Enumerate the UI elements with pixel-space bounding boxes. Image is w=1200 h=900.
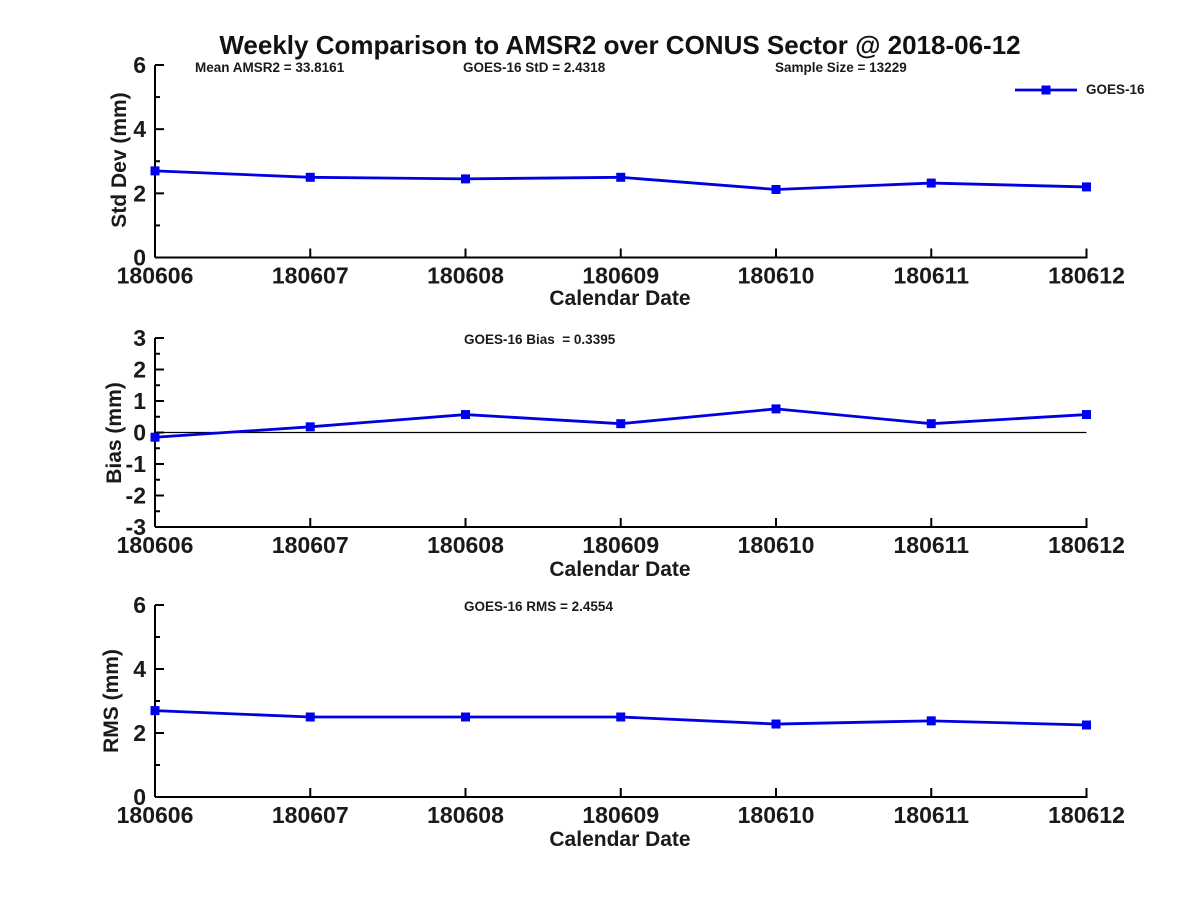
stddev-chart: 0 2 4 6 180606 180607 180608 180609 180610 180611… xyxy=(117,55,1125,289)
y-tick-label: 2 xyxy=(133,180,146,206)
legend: GOES-16 xyxy=(1013,82,1145,97)
data-point-marker xyxy=(150,432,160,442)
x-tick-label: 180607 xyxy=(272,263,349,289)
x-tick-label: 180609 xyxy=(582,263,659,289)
y-tick-label: 0 xyxy=(133,784,146,810)
stddev-x-axis-label: Calendar Date xyxy=(549,287,691,310)
rms-chart: 0 2 4 6 180606 180607 180608 180609 180610 180611… xyxy=(117,597,1125,828)
x-tick-label: 180606 xyxy=(117,532,194,558)
data-point-marker xyxy=(616,172,626,182)
rms-y-axis-label: RMS (mm) xyxy=(100,649,123,753)
chart-title: Weekly Comparison to AMSR2 over CONUS Se… xyxy=(219,30,1021,60)
stat-sample-size: Sample Size = 13229 xyxy=(775,60,907,75)
x-tick-label: 180610 xyxy=(738,532,815,558)
data-point-marker xyxy=(305,712,315,722)
rms-x-axis-label: Calendar Date xyxy=(549,828,691,851)
x-tick-label: 180609 xyxy=(582,802,659,828)
y-tick-label: 6 xyxy=(133,597,146,618)
x-tick-label: 180608 xyxy=(427,532,504,558)
y-tick-label: 1 xyxy=(133,388,146,414)
data-point-marker xyxy=(771,184,781,194)
x-tick-label: 180612 xyxy=(1048,263,1125,289)
data-point-marker xyxy=(150,166,160,176)
x-tick-label: 180611 xyxy=(894,802,970,828)
x-tick-label: 180611 xyxy=(894,263,970,289)
y-tick-label: -1 xyxy=(126,451,147,477)
stat-mean-amsr2: Mean AMSR2 = 33.8161 xyxy=(195,60,345,75)
x-tick-label: 180608 xyxy=(427,802,504,828)
data-point-marker xyxy=(771,719,781,729)
data-point-marker xyxy=(461,174,470,184)
y-tick-label: 4 xyxy=(133,656,146,682)
data-point-marker xyxy=(1082,720,1091,730)
y-tick-label: 6 xyxy=(133,55,146,78)
bias-x-axis-label: Calendar Date xyxy=(549,558,691,581)
y-tick-label: 0 xyxy=(133,245,146,271)
x-tick-label: 180609 xyxy=(582,532,659,558)
data-point-marker xyxy=(926,419,936,429)
data-point-marker xyxy=(926,716,936,726)
x-tick-label: 180610 xyxy=(738,263,815,289)
data-point-marker xyxy=(771,404,781,414)
y-tick-label: 3 xyxy=(133,330,146,351)
x-tick-label: 180606 xyxy=(117,263,194,289)
y-tick-label: -2 xyxy=(126,483,146,509)
y-tick-label: 0 xyxy=(133,420,146,446)
x-tick-label: 180612 xyxy=(1048,802,1125,828)
bias-annotation: GOES-16 Bias = 0.3395 xyxy=(464,332,616,347)
data-point-marker xyxy=(616,712,626,722)
stddev-y-axis-label: Std Dev (mm) xyxy=(108,92,131,228)
data-point-marker xyxy=(461,410,470,420)
x-tick-label: 180612 xyxy=(1048,532,1125,558)
rms-annotation: GOES-16 RMS = 2.4554 xyxy=(464,599,613,614)
y-tick-label: 4 xyxy=(133,116,146,142)
data-point-marker xyxy=(1082,410,1091,420)
y-tick-label: 2 xyxy=(133,357,146,383)
x-tick-label: 180610 xyxy=(738,802,815,828)
data-point-marker xyxy=(1082,182,1091,192)
data-point-marker xyxy=(461,712,470,722)
x-tick-label: 180608 xyxy=(427,263,504,289)
y-tick-label: 2 xyxy=(133,720,146,746)
data-point-marker xyxy=(150,706,160,716)
x-tick-label: 180607 xyxy=(272,532,349,558)
data-point-marker xyxy=(616,419,626,429)
bias-y-axis-label: Bias (mm) xyxy=(103,382,126,484)
y-tick-label: -3 xyxy=(126,514,146,540)
x-tick-label: 180611 xyxy=(894,532,970,558)
bias-chart: -3 -2 -1 0 1 2 3 180606 180607 180608 180609 180610… xyxy=(117,330,1125,558)
x-tick-label: 180606 xyxy=(117,802,194,828)
data-point-marker xyxy=(926,178,936,188)
data-point-marker xyxy=(305,172,315,182)
x-tick-label: 180607 xyxy=(272,802,349,828)
data-point-marker xyxy=(305,422,315,432)
stat-goes16-std: GOES-16 StD = 2.4318 xyxy=(463,60,606,75)
legend-line-marker-icon xyxy=(1015,85,1077,94)
legend-label: GOES-16 xyxy=(1086,82,1145,97)
